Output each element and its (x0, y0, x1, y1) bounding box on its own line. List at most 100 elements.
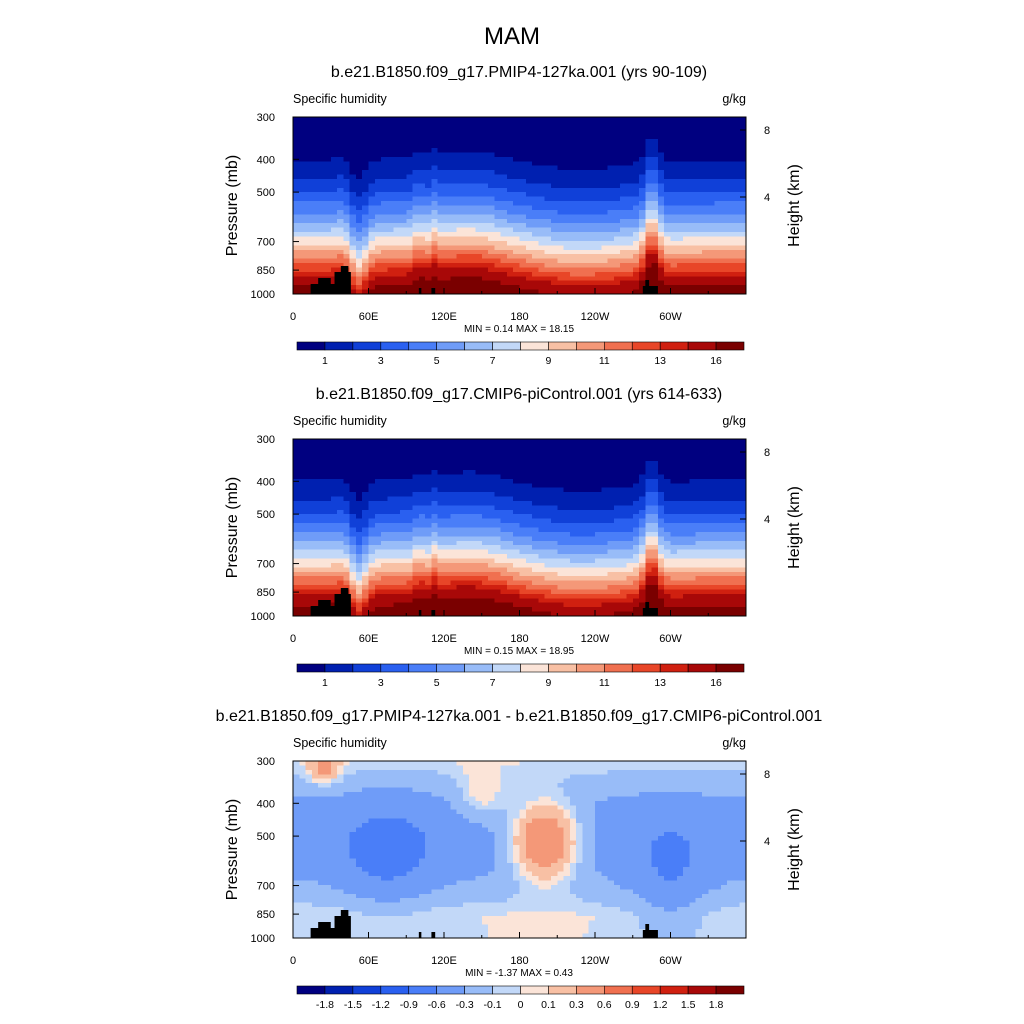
field-cell (519, 492, 527, 498)
field-cell (305, 227, 313, 233)
field-cell (324, 589, 332, 595)
field-cell (576, 183, 584, 189)
field-cell (532, 165, 539, 171)
field-cell (393, 571, 401, 577)
field-cell (330, 187, 338, 193)
field-cell (569, 289, 577, 295)
x-tick-label: 120E (431, 311, 457, 323)
field-cell (368, 240, 376, 246)
field-cell (337, 183, 344, 189)
field-cell (305, 589, 313, 595)
field-cell (519, 447, 527, 453)
field-cell (475, 536, 483, 542)
field-cell (563, 602, 571, 608)
field-cell (387, 461, 395, 467)
field-cell (550, 598, 558, 604)
field-cell (362, 285, 370, 291)
field-cell (639, 147, 646, 153)
field-cell (739, 280, 747, 286)
field-cell (588, 562, 596, 568)
field-cell (494, 505, 502, 511)
field-cell (494, 245, 502, 251)
field-cell (620, 209, 628, 215)
field-cell (431, 209, 439, 215)
field-cell (330, 254, 338, 260)
field-cell (481, 147, 489, 153)
field-cell (588, 187, 596, 193)
field-cell (437, 223, 445, 229)
field-cell (601, 536, 609, 542)
field-cell (500, 478, 508, 484)
field-cell (324, 165, 332, 171)
field-cell (330, 545, 338, 551)
field-cell (374, 218, 382, 224)
field-cell (538, 254, 546, 260)
field-cell (506, 121, 514, 127)
field-cell (720, 232, 728, 238)
field-cell (664, 271, 672, 277)
field-cell (595, 593, 602, 599)
field-cell (563, 576, 571, 582)
field-cell (519, 456, 527, 462)
field-cell (444, 187, 451, 193)
field-cell (670, 267, 678, 273)
field-cell (576, 496, 584, 502)
field-cell (387, 271, 395, 277)
field-cell (387, 536, 395, 542)
field-cell (337, 147, 344, 153)
field-cell (576, 280, 584, 286)
field-cell (475, 593, 483, 599)
field-cell (387, 263, 395, 269)
field-cell (532, 218, 539, 224)
field-cell (563, 232, 571, 238)
field-cell (330, 263, 338, 269)
field-cell (576, 223, 584, 229)
field-cell (355, 602, 363, 608)
field-cell (374, 232, 382, 238)
field-cell (727, 156, 735, 162)
field-cell (532, 461, 539, 467)
field-cell (500, 531, 508, 537)
field-cell (456, 161, 464, 167)
field-cell (343, 183, 351, 189)
field-cell (444, 439, 451, 445)
field-cell (676, 209, 684, 215)
field-cell (450, 496, 458, 502)
field-cell (664, 245, 672, 251)
field-cell (444, 589, 451, 595)
field-cell (500, 523, 508, 529)
field-cell (733, 165, 741, 171)
field-cell (374, 554, 382, 560)
field-cell (437, 483, 445, 489)
field-cell (733, 214, 741, 220)
field-cell (305, 469, 313, 475)
field-cell (299, 205, 307, 211)
field-cell (368, 130, 376, 136)
field-cell (557, 456, 565, 462)
field-cell (645, 223, 653, 229)
field-cell (607, 456, 615, 462)
field-cell (506, 514, 514, 520)
field-cell (576, 161, 584, 167)
field-cell (475, 280, 483, 286)
field-cell (406, 549, 414, 555)
field-cell (513, 509, 521, 515)
field-cell (701, 187, 709, 193)
field-cell (689, 223, 697, 229)
field-cell (481, 518, 489, 524)
field-cell (733, 201, 741, 207)
field-cell (418, 161, 426, 167)
field-cell (456, 562, 464, 568)
field-cell (582, 174, 590, 180)
field-cell (324, 147, 332, 153)
field-cell (381, 121, 388, 127)
field-cell (368, 562, 376, 568)
field-cell (494, 527, 502, 533)
field-cell (299, 271, 307, 277)
field-cell (727, 276, 735, 282)
field-cell (299, 258, 307, 264)
field-cell (639, 161, 646, 167)
field-cell (601, 505, 609, 511)
field-cell (412, 554, 420, 560)
field-cell (337, 240, 344, 246)
